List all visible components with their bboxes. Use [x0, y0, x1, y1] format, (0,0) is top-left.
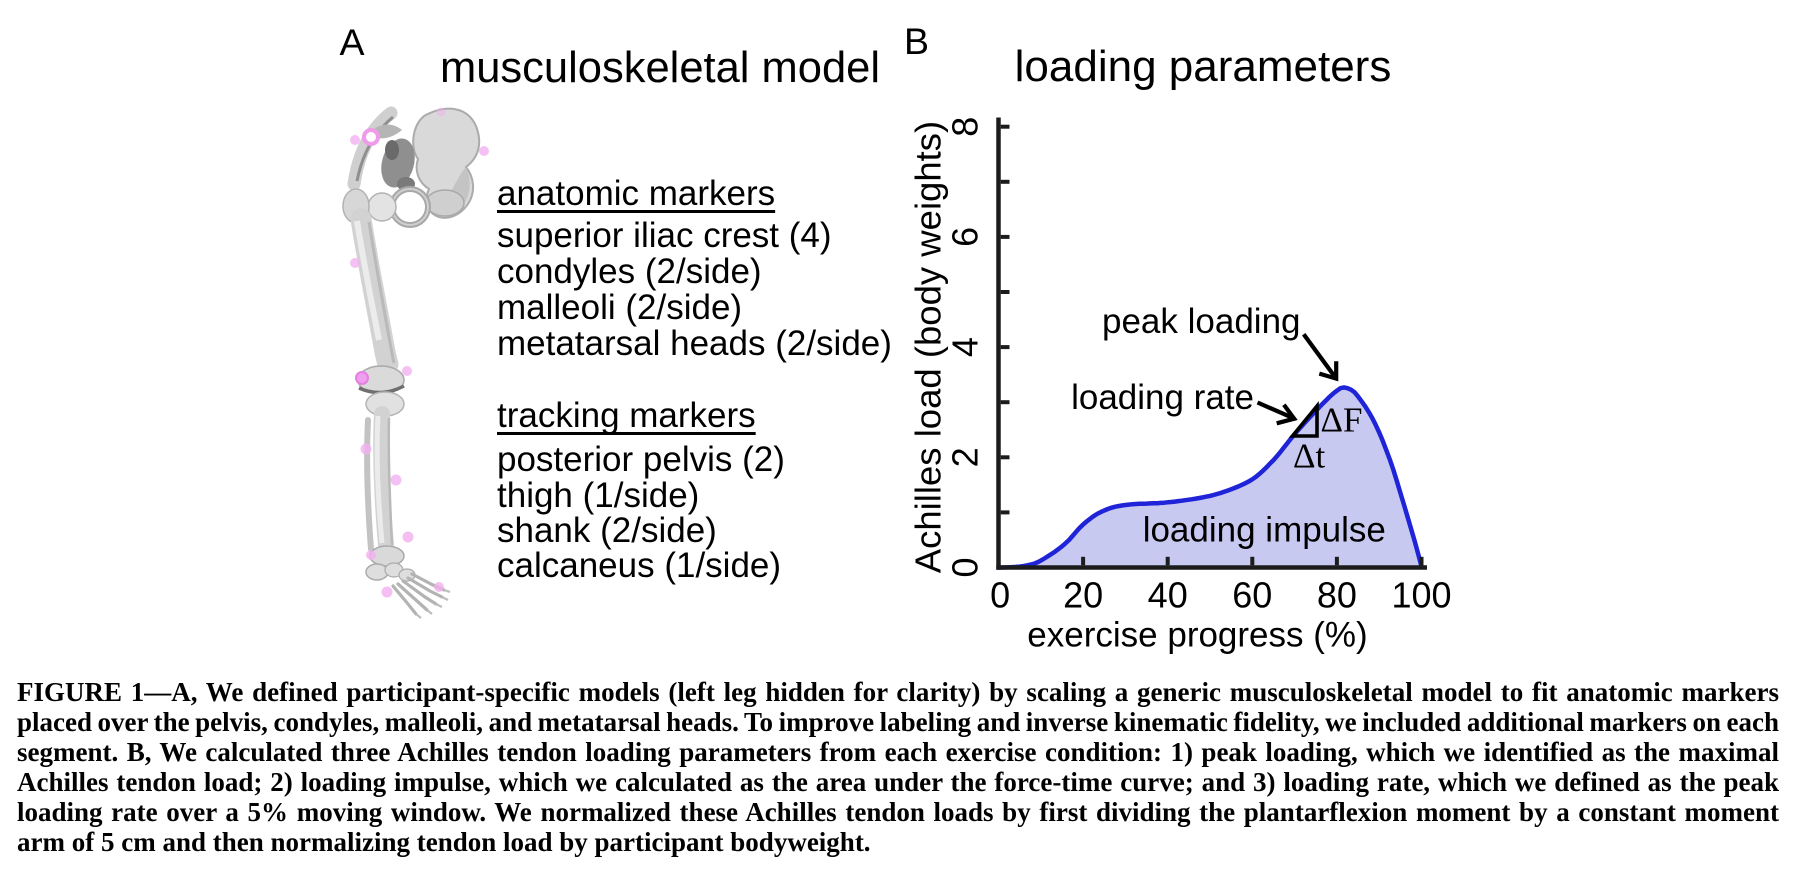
svg-text:Achilles load (body weights): Achilles load (body weights) [907, 121, 948, 573]
svg-text:2: 2 [945, 447, 986, 467]
svg-text:100: 100 [1391, 575, 1451, 616]
svg-text:ΔF: ΔF [1321, 401, 1363, 440]
svg-text:80: 80 [1317, 575, 1357, 616]
svg-text:20: 20 [1063, 575, 1103, 616]
svg-text:Δt: Δt [1293, 437, 1326, 476]
svg-text:60: 60 [1232, 575, 1272, 616]
svg-text:loading impulse: loading impulse [1143, 511, 1386, 550]
svg-text:40: 40 [1148, 575, 1188, 616]
svg-text:exercise progress (%): exercise progress (%) [1027, 616, 1367, 655]
svg-text:6: 6 [945, 227, 986, 247]
svg-text:0: 0 [990, 575, 1010, 616]
svg-text:loading rate: loading rate [1071, 378, 1254, 417]
svg-text:0: 0 [945, 557, 986, 577]
svg-text:4: 4 [945, 337, 986, 357]
svg-text:peak loading: peak loading [1102, 302, 1301, 341]
svg-text:8: 8 [945, 117, 986, 137]
